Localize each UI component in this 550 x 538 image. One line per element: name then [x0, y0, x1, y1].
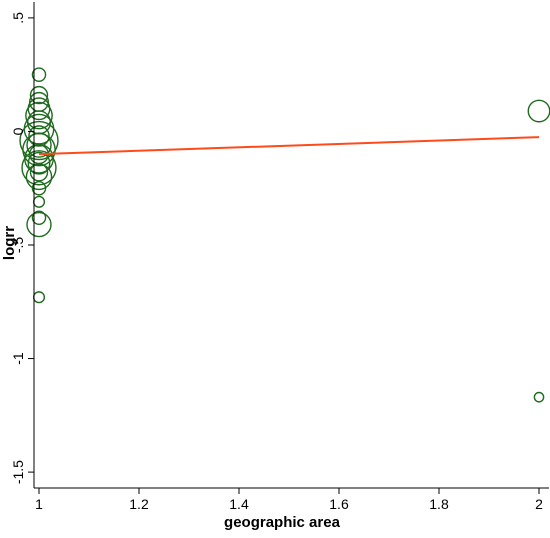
- data-point: [29, 85, 49, 105]
- y-tick-label: .5: [10, 12, 26, 24]
- data-point: [21, 150, 57, 186]
- x-tick-label: 1: [35, 496, 43, 512]
- y-tick-label: -1: [10, 352, 26, 365]
- x-tick-label: 1.4: [229, 496, 249, 512]
- data-point: [19, 120, 59, 161]
- y-axis-ticks: .5 0 -.5 -1 -1.5: [10, 12, 34, 484]
- data-point: [27, 151, 51, 175]
- x-axis-ticks: 1 1.2 1.4 1.6 1.8 2: [35, 488, 543, 512]
- data-point: [32, 291, 46, 304]
- x-axis-title: geographic area: [224, 514, 341, 531]
- x-tick-label: 1.6: [329, 496, 349, 512]
- data-point: [527, 99, 550, 123]
- data-point: [25, 163, 53, 191]
- x-tick-label: 1.8: [429, 496, 449, 512]
- y-tick-label: 0: [10, 127, 26, 135]
- x-tick-label: 2: [535, 496, 543, 512]
- data-point: [31, 180, 47, 196]
- data-point: [22, 132, 56, 167]
- x-tick-label: 1.2: [129, 496, 149, 512]
- data-point: [28, 125, 50, 147]
- fit-line: [38, 136, 540, 156]
- y-axis-title: logrr: [1, 226, 18, 260]
- y-tick-label: -1.5: [10, 460, 26, 484]
- y-tick-label: -.5: [10, 237, 26, 254]
- data-point: [31, 210, 47, 226]
- data-point: [25, 101, 53, 130]
- data-point: [31, 67, 47, 82]
- data-point: [32, 195, 46, 208]
- data-point: [26, 211, 52, 238]
- plot-marks: [19, 67, 550, 403]
- data-point: [533, 391, 545, 403]
